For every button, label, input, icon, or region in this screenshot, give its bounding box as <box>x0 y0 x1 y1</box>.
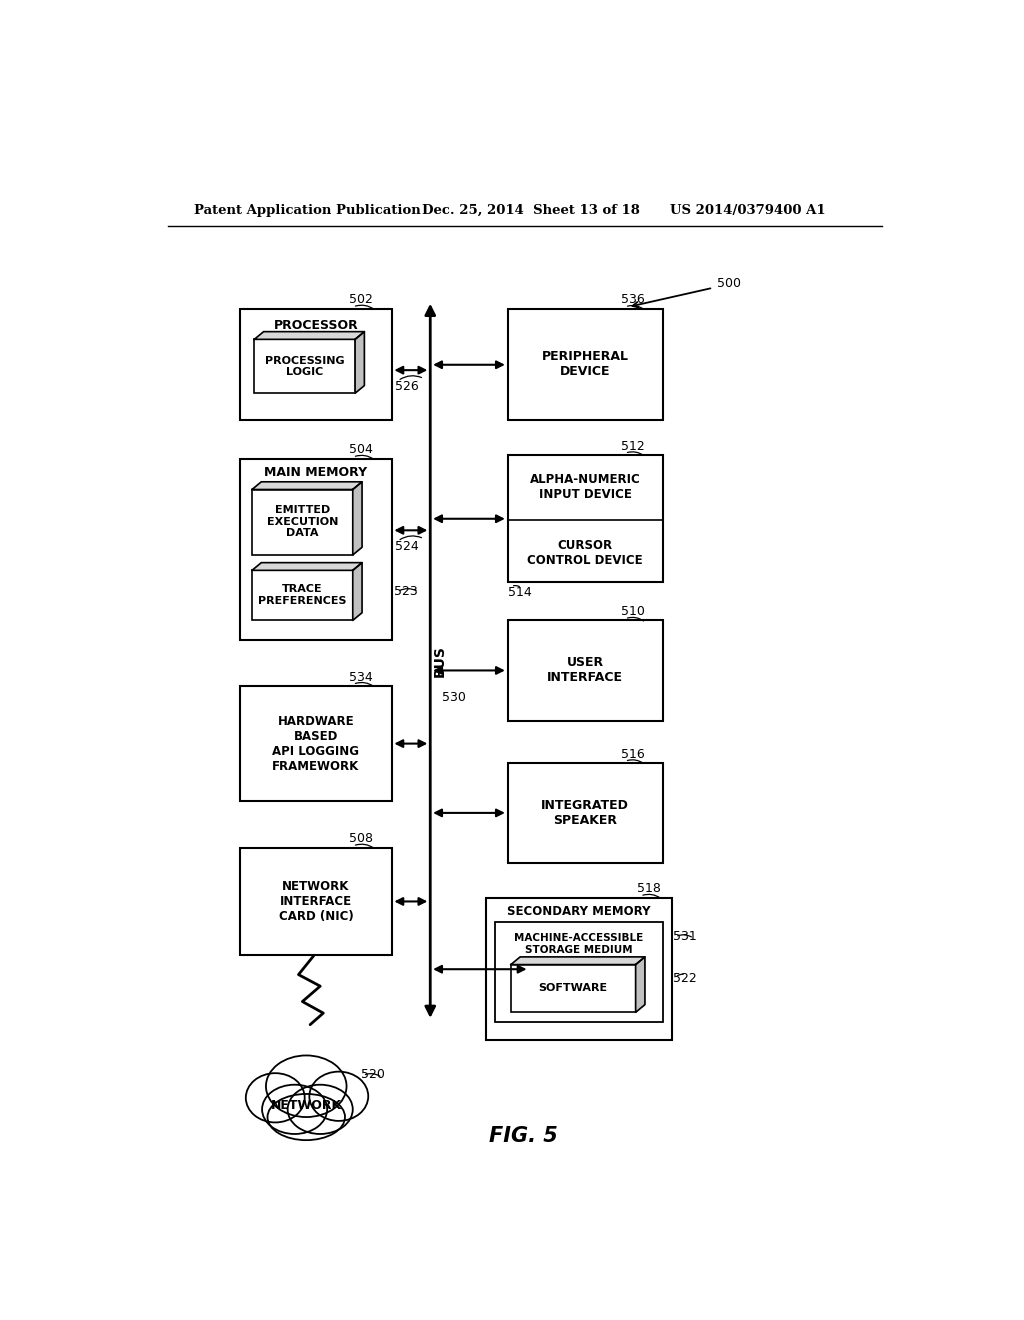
Polygon shape <box>511 957 645 965</box>
Ellipse shape <box>288 1085 352 1134</box>
Text: 526: 526 <box>395 380 419 393</box>
Bar <box>241 309 391 420</box>
Bar <box>252 490 352 554</box>
Bar <box>254 339 355 393</box>
Text: MAIN MEMORY: MAIN MEMORY <box>264 466 368 479</box>
Polygon shape <box>352 482 362 554</box>
Text: Dec. 25, 2014  Sheet 13 of 18: Dec. 25, 2014 Sheet 13 of 18 <box>423 205 640 218</box>
Text: 510: 510 <box>621 605 645 618</box>
Bar <box>511 965 636 1012</box>
Text: 516: 516 <box>621 747 645 760</box>
Text: BUS: BUS <box>432 645 446 677</box>
Text: 514: 514 <box>508 586 531 599</box>
Text: 531: 531 <box>673 929 696 942</box>
Polygon shape <box>252 562 362 570</box>
Text: FIG. 5: FIG. 5 <box>488 1126 558 1146</box>
Bar <box>241 459 391 640</box>
Text: CURSOR
CONTROL DEVICE: CURSOR CONTROL DEVICE <box>527 539 643 566</box>
Polygon shape <box>352 562 362 620</box>
Text: SOFTWARE: SOFTWARE <box>539 983 608 994</box>
Text: US 2014/0379400 A1: US 2014/0379400 A1 <box>671 205 826 218</box>
Text: Patent Application Publication: Patent Application Publication <box>194 205 421 218</box>
Bar <box>508 763 663 863</box>
Text: 502: 502 <box>349 293 373 306</box>
Text: 518: 518 <box>637 882 662 895</box>
Text: 520: 520 <box>360 1068 384 1081</box>
Text: 500: 500 <box>717 277 741 290</box>
Text: 508: 508 <box>349 832 373 845</box>
Bar <box>241 847 391 956</box>
Bar <box>252 570 352 620</box>
Text: TRACE
PREFERENCES: TRACE PREFERENCES <box>258 585 347 606</box>
Text: 504: 504 <box>349 444 373 457</box>
Bar <box>496 923 663 1022</box>
Text: ALPHA-NUMERIC
INPUT DEVICE: ALPHA-NUMERIC INPUT DEVICE <box>529 473 641 502</box>
Polygon shape <box>355 331 365 393</box>
Polygon shape <box>636 957 645 1012</box>
Text: 523: 523 <box>394 585 418 598</box>
Ellipse shape <box>246 1073 305 1122</box>
Text: PROCESSOR: PROCESSOR <box>273 319 358 333</box>
Ellipse shape <box>266 1056 346 1117</box>
Bar <box>241 686 391 801</box>
Polygon shape <box>252 482 362 490</box>
Text: MACHINE-ACCESSIBLE
STORAGE MEDIUM: MACHINE-ACCESSIBLE STORAGE MEDIUM <box>514 933 644 954</box>
Text: 522: 522 <box>673 972 696 985</box>
Bar <box>508 620 663 721</box>
Bar <box>486 898 672 1040</box>
Ellipse shape <box>267 1094 345 1140</box>
Text: 534: 534 <box>349 671 373 684</box>
Text: NETWORK: NETWORK <box>270 1100 342 1111</box>
Text: 524: 524 <box>395 540 419 553</box>
Text: HARDWARE
BASED
API LOGGING
FRAMEWORK: HARDWARE BASED API LOGGING FRAMEWORK <box>272 714 359 772</box>
Text: USER
INTERFACE: USER INTERFACE <box>547 656 624 685</box>
Text: INTEGRATED
SPEAKER: INTEGRATED SPEAKER <box>542 799 629 826</box>
Ellipse shape <box>262 1085 328 1134</box>
Text: PROCESSING
LOGIC: PROCESSING LOGIC <box>265 355 344 378</box>
Bar <box>508 455 663 582</box>
Text: PERIPHERAL
DEVICE: PERIPHERAL DEVICE <box>542 350 629 379</box>
Ellipse shape <box>309 1072 369 1121</box>
Text: NETWORK
INTERFACE
CARD (NIC): NETWORK INTERFACE CARD (NIC) <box>279 880 353 923</box>
Bar <box>508 309 663 420</box>
Polygon shape <box>254 331 365 339</box>
Text: 530: 530 <box>442 690 466 704</box>
Text: SECONDARY MEMORY: SECONDARY MEMORY <box>507 906 651 917</box>
Text: 512: 512 <box>621 440 645 453</box>
Text: 536: 536 <box>621 293 645 306</box>
Text: EMITTED
EXECUTION
DATA: EMITTED EXECUTION DATA <box>266 506 338 539</box>
